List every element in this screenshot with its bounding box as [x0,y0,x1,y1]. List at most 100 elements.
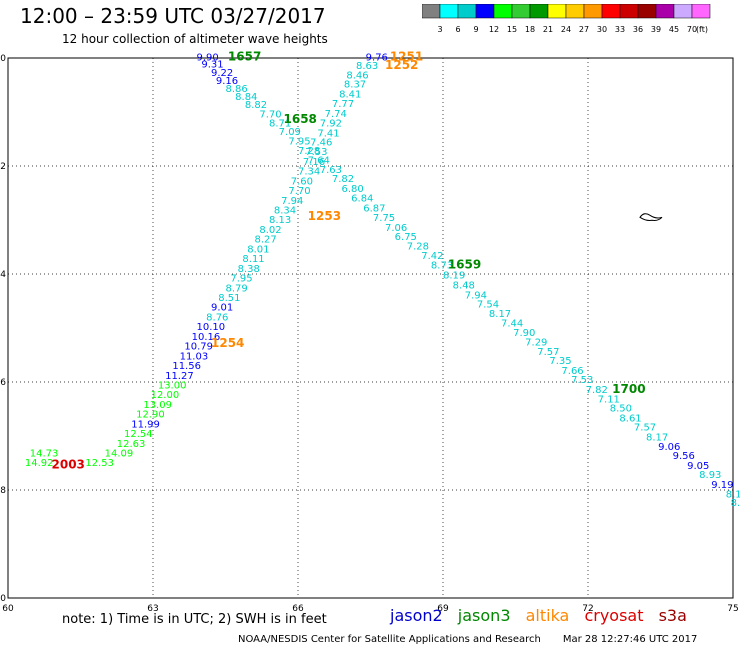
altika-point-label: 7.16 [303,157,325,168]
y-tick-label: -60 [0,594,6,604]
altika-point-label: 8.11 [242,254,264,265]
altika-time-label: 1251 [390,50,423,64]
altika-point-label: 8.51 [218,293,240,304]
chart-subtitle: 12 hour collection of altimeter wave hei… [62,32,328,46]
legend-tick-label: 18 [525,25,535,34]
legend-jason2: jason2 [390,606,443,625]
jason3-point-label: 8.73 [431,261,453,272]
jason3-point-label: 7.09 [279,127,301,138]
legend-jason3: jason3 [457,606,511,625]
jason3-point-label: 8.50 [610,404,632,415]
altika-point-label: 8.01 [247,244,269,255]
legend-tick-label: 6 [455,25,460,34]
jason3-point-label: 9.06 [658,442,680,453]
jason3-point-label: 9.31 [201,60,223,71]
jason3-point-label: 7.54 [477,299,499,310]
jason3-point-label: 6.75 [395,232,417,243]
note-text: note: 1) Time is in UTC; 2) SWH is in fe… [62,612,327,627]
altika-point-label: 14.73 [30,449,59,460]
legend-tick-label: 15 [507,25,517,34]
altika-point-label: 9.01 [211,303,233,314]
altika-point-label: 10.79 [184,342,213,353]
x-tick-label: 63 [147,604,158,614]
x-tick-label: 69 [437,604,449,614]
altika-point-label: 8.41 [339,89,361,100]
jason3-point-label: 7.28 [407,242,429,253]
jason3-point-label: 7.57 [634,423,656,434]
altika-point-label: 7.74 [325,109,347,120]
jason3-point-label: 7.70 [259,109,281,120]
jason3-time-label: 1658 [284,112,317,126]
legend-cryosat: cryosat [584,606,644,625]
legend-unit: (ft) [696,25,708,34]
jason3-point-label: 7.64 [308,155,330,166]
altika-point-label: 14.92 [25,458,54,469]
altika-point-label: 12.63 [117,439,146,450]
jason3-point-label: 6.87 [363,203,385,214]
jason3-point-label: 8.84 [235,92,257,103]
legend-tick-label: 39 [651,25,661,34]
altika-point-label: 11.56 [172,361,201,372]
legend-tick-label: 21 [543,25,553,34]
jason3-point-label: 7.35 [549,356,571,367]
altika-time-label: 1253 [308,209,341,223]
altika-point-label: 11.27 [165,371,194,382]
jason3-point-label: 6.80 [342,184,364,195]
timestamp: Mar 28 12:27:46 UTC 2017 [562,634,698,645]
legend-tick-label: 36 [633,25,643,34]
jason3-point-label: 7.90 [513,328,535,339]
jason3-point-label: 8.86 [226,84,248,95]
legend-tick-label: 3 [437,25,442,34]
legend-tick-label: 24 [561,25,571,34]
altika-time-label: 1252 [385,58,418,72]
jason3-point-label: 7.53 [571,375,593,386]
jason3-point-label: 7.44 [501,318,523,329]
jason3-point-label: 9.90 [197,53,219,64]
y-tick-label: -54 [0,270,6,280]
legend-tick-label: 30 [597,25,607,34]
jason3-point-label: 8.36 [731,498,740,509]
jason3-point-label: 7.63 [320,165,342,176]
altika-point-label: 14.09 [105,449,134,460]
legend-tick-label: 9 [473,25,478,34]
jason3-point-label: 8.17 [489,309,511,320]
legend-tick-label: 27 [579,25,589,34]
y-tick-label: -56 [0,378,6,388]
altika-point-label: 8.27 [255,235,277,246]
altika-point-label: 8.76 [206,312,228,323]
altika-point-label: 8.79 [226,283,248,294]
jason3-point-label: 8.82 [245,100,267,111]
jason3-point-label: 7.75 [373,213,395,224]
jason3-point-label: 6.84 [351,194,373,205]
legend-swatch [691,4,711,19]
legend-tick-label: 70 [687,25,697,34]
legend-tick-label: 45 [669,25,679,34]
jason3-point-label: 8.19 [443,270,465,281]
altika-point-label: 12.53 [85,458,114,469]
chart-title: 12:00 – 23:59 UTC 03/27/2017 [20,4,326,28]
altika-point-label: 11.99 [131,419,160,430]
altika-point-label: 7.53 [305,147,327,158]
y-tick-label: -50 [0,54,6,64]
y-tick-label: -52 [0,162,6,172]
altika-point-label: 7.60 [291,176,313,187]
altika-point-label: 8.02 [259,225,281,236]
altika-point-label: 7.94 [281,196,303,207]
altika-point-label: 12.00 [151,390,180,401]
altika-point-label: 7.92 [320,119,342,130]
altika-point-label: 13.09 [143,400,172,411]
altika-point-label: 7.77 [332,99,354,110]
altika-point-label: 10.16 [192,332,221,343]
altika-point-label: 7.70 [288,186,310,197]
color-scale-legend: 3 6 9 12 15 18 21 24 27 30 33 36 39 45 70(ft) [422,4,711,34]
altika-point-label: 8.38 [238,264,260,275]
altika-point-label: 9.76 [366,53,388,64]
jason3-point-label: 8.11 [726,490,740,501]
island-outline [639,213,663,221]
jason3-point-label: 9.56 [673,451,695,462]
jason3-point-label: 8.48 [453,281,475,292]
altika-point-label: 7.34 [298,167,320,178]
jason3-time-label: 1659 [448,258,481,272]
legend-tick-label: 33 [615,25,625,34]
